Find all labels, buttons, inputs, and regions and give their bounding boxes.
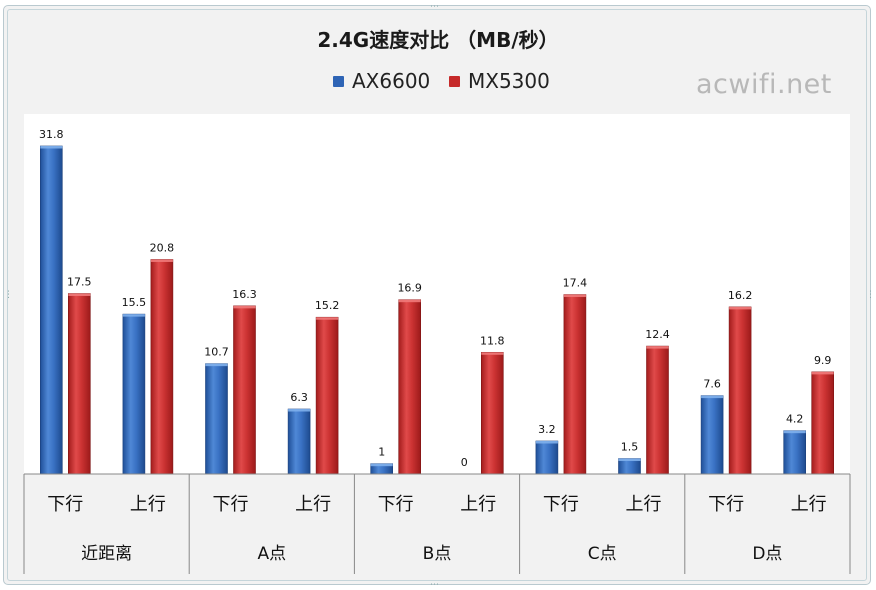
data-label-series-2-cat-8: 12.4 (645, 328, 670, 341)
bar-top-highlight-series-2-cat-1 (68, 293, 91, 296)
data-label-series-1-cat-10: 4.2 (786, 413, 804, 426)
bar-series-1-cat-9 (700, 395, 724, 475)
bars-layer: 31.8 17.5 15.5 20.8 10.7 16.3 6.3 15.2 1 16.9 0 11.… (39, 128, 835, 475)
legend-swatch-series-1 (333, 75, 344, 87)
group-label-5: D点 (752, 544, 782, 564)
tick-label-cat-8: 上行 (626, 494, 662, 515)
bar-top-highlight-series-1-cat-3 (205, 363, 228, 367)
legend-swatch-series-2 (449, 75, 460, 87)
bar-top-highlight-series-2-cat-5 (398, 299, 421, 303)
tick-label-cat-3: 下行 (213, 494, 249, 515)
bar-series-1-cat-10 (783, 430, 807, 475)
bar-series-1-cat-2 (122, 313, 146, 475)
bar-series-1-cat-1 (39, 145, 63, 475)
bar-series-2-cat-5 (398, 299, 422, 475)
bar-top-highlight-series-2-cat-2 (150, 259, 173, 262)
bar-top-highlight-series-2-cat-8 (646, 346, 669, 349)
group-label-3: B点 (423, 544, 452, 564)
bar-top-highlight-series-1-cat-9 (701, 395, 724, 399)
data-label-series-1-cat-2: 15.5 (122, 296, 147, 309)
chart-title: 2.4G速度对比 （MB/秒） (317, 28, 559, 52)
bar-series-2-cat-8 (646, 345, 669, 475)
data-label-series-1-cat-4: 6.3 (290, 391, 308, 404)
data-label-series-1-cat-6: 0 (461, 456, 468, 469)
resize-handle-top[interactable]: ⋯ (430, 2, 439, 12)
bar-top-highlight-series-2-cat-3 (233, 305, 256, 309)
tick-label-cat-6: 上行 (460, 494, 496, 515)
bar-series-1-cat-4 (287, 408, 311, 475)
data-label-series-1-cat-5: 1 (378, 446, 385, 459)
group-label-2: A点 (257, 544, 286, 564)
bar-top-highlight-series-1-cat-8 (618, 458, 641, 462)
group-label-4: C点 (588, 544, 617, 564)
bar-top-highlight-series-2-cat-4 (316, 317, 339, 320)
bar-top-highlight-series-1-cat-4 (288, 409, 311, 412)
bar-series-1-cat-7 (535, 440, 559, 475)
bar-top-highlight-series-2-cat-9 (729, 306, 752, 310)
data-label-series-2-cat-6: 11.8 (480, 334, 505, 347)
bar-series-2-cat-4 (315, 316, 339, 475)
legend-item-series-2: MX5300 (449, 68, 550, 94)
data-label-series-2-cat-4: 15.2 (315, 299, 340, 312)
legend-label-series-1: AX6600 (352, 69, 431, 93)
tick-label-cat-10: 上行 (791, 494, 827, 515)
bar-top-highlight-series-1-cat-1 (40, 146, 63, 149)
tick-label-cat-7: 下行 (543, 494, 579, 515)
data-label-series-1-cat-9: 7.6 (703, 378, 721, 391)
bar-top-highlight-series-1-cat-7 (535, 440, 558, 444)
data-label-series-2-cat-3: 16.3 (232, 288, 257, 301)
tick-label-cat-4: 上行 (295, 494, 331, 515)
bar-top-highlight-series-2-cat-7 (563, 294, 586, 298)
data-label-series-1-cat-3: 10.7 (204, 346, 229, 359)
tick-label-cat-2: 上行 (130, 494, 166, 515)
bar-series-2-cat-2 (150, 259, 174, 475)
resize-handle-right[interactable]: ⋮ (866, 290, 875, 300)
bar-top-highlight-series-1-cat-2 (122, 314, 145, 317)
data-label-series-2-cat-7: 17.4 (563, 277, 588, 290)
bar-top-highlight-series-2-cat-10 (811, 371, 834, 375)
data-label-series-1-cat-1: 31.8 (39, 128, 64, 141)
resize-handle-bottom[interactable]: ⋯ (430, 580, 439, 590)
data-label-series-2-cat-9: 16.2 (728, 289, 753, 302)
bar-top-highlight-series-1-cat-5 (370, 463, 393, 467)
bar-top-highlight-series-1-cat-10 (783, 430, 806, 434)
data-label-series-2-cat-10: 9.9 (814, 354, 832, 367)
bar-top-highlight-series-2-cat-6 (481, 352, 504, 355)
watermark: acwifi.net (696, 69, 832, 100)
data-label-series-2-cat-5: 16.9 (397, 282, 422, 295)
bar-series-1-cat-3 (205, 363, 228, 475)
data-label-series-1-cat-7: 3.2 (538, 423, 556, 436)
tick-label-cat-9: 下行 (708, 494, 744, 515)
bar-series-2-cat-1 (68, 293, 91, 475)
bar-series-2-cat-9 (728, 306, 752, 475)
data-label-series-2-cat-2: 20.8 (150, 241, 175, 254)
tick-label-cat-1: 下行 (47, 494, 83, 515)
bar-series-2-cat-6 (480, 351, 504, 475)
resize-handle-left[interactable]: ⋮ (4, 290, 13, 300)
bar-series-2-cat-3 (233, 305, 256, 475)
data-label-series-1-cat-8: 1.5 (621, 441, 639, 454)
legend-label-series-2: MX5300 (468, 69, 550, 93)
legend-item-series-1: AX6600 (333, 68, 430, 94)
data-label-series-2-cat-1: 17.5 (67, 275, 92, 288)
bar-series-2-cat-10 (811, 371, 835, 475)
tick-label-cat-5: 下行 (378, 494, 414, 515)
legend: AX6600 MX5300 (0, 68, 876, 94)
plot-area (24, 114, 850, 474)
group-label-1: 近距离 (81, 544, 132, 564)
bar-series-2-cat-7 (563, 294, 587, 475)
